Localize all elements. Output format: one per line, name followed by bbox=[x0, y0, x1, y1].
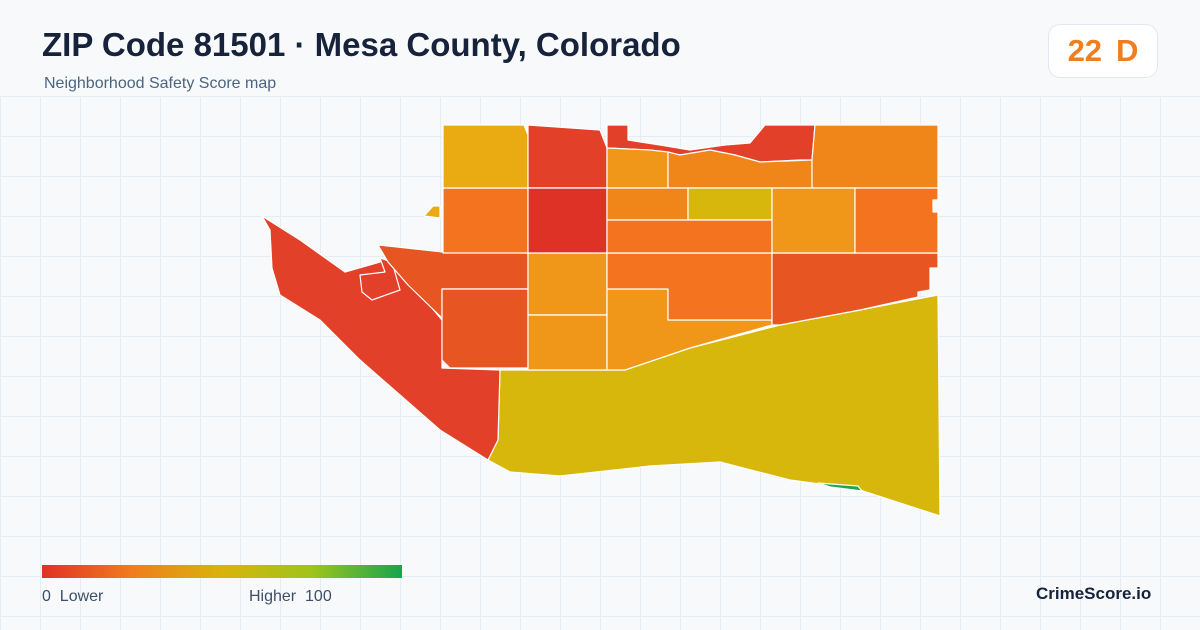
region-west[interactable] bbox=[261, 215, 501, 461]
score-grade: D bbox=[1116, 33, 1139, 68]
page-subtitle: Neighborhood Safety Score map bbox=[44, 75, 277, 92]
score-value: 22 bbox=[1067, 33, 1103, 68]
region-east-amber[interactable] bbox=[771, 187, 856, 254]
score-badge: 22 D bbox=[1048, 24, 1158, 78]
region-gold-sliver[interactable] bbox=[423, 205, 441, 219]
legend-high-label: Higher 100 bbox=[249, 588, 332, 605]
brand-logo-text: CrimeScore.io bbox=[1036, 584, 1152, 603]
region-east-red-orange[interactable] bbox=[771, 252, 939, 326]
page-title: ZIP Code 81501 · Mesa County, Colorado bbox=[42, 26, 681, 63]
region-northeast-amber[interactable] bbox=[811, 124, 939, 189]
region-west-tongue[interactable] bbox=[359, 257, 401, 301]
region-northwest-gold[interactable] bbox=[442, 124, 529, 189]
region-green-sliver[interactable] bbox=[817, 482, 863, 492]
legend-gradient-bar bbox=[42, 565, 402, 578]
region-north-red[interactable] bbox=[527, 124, 608, 189]
region-central-amber-b[interactable] bbox=[527, 314, 608, 371]
region-central-amber-a[interactable] bbox=[527, 252, 608, 316]
region-center-yellow[interactable] bbox=[687, 187, 773, 221]
region-center-orange-strip[interactable] bbox=[606, 219, 773, 254]
region-southwest-block[interactable] bbox=[441, 288, 529, 369]
region-east-orange[interactable] bbox=[854, 187, 939, 254]
region-center-amber-strip[interactable] bbox=[606, 187, 689, 221]
region-downtown-dark-red[interactable] bbox=[527, 187, 608, 254]
legend-low-label: 0 Lower bbox=[42, 588, 104, 605]
region-orchard-west[interactable] bbox=[442, 187, 529, 254]
region-north-amber-a[interactable] bbox=[606, 147, 669, 189]
